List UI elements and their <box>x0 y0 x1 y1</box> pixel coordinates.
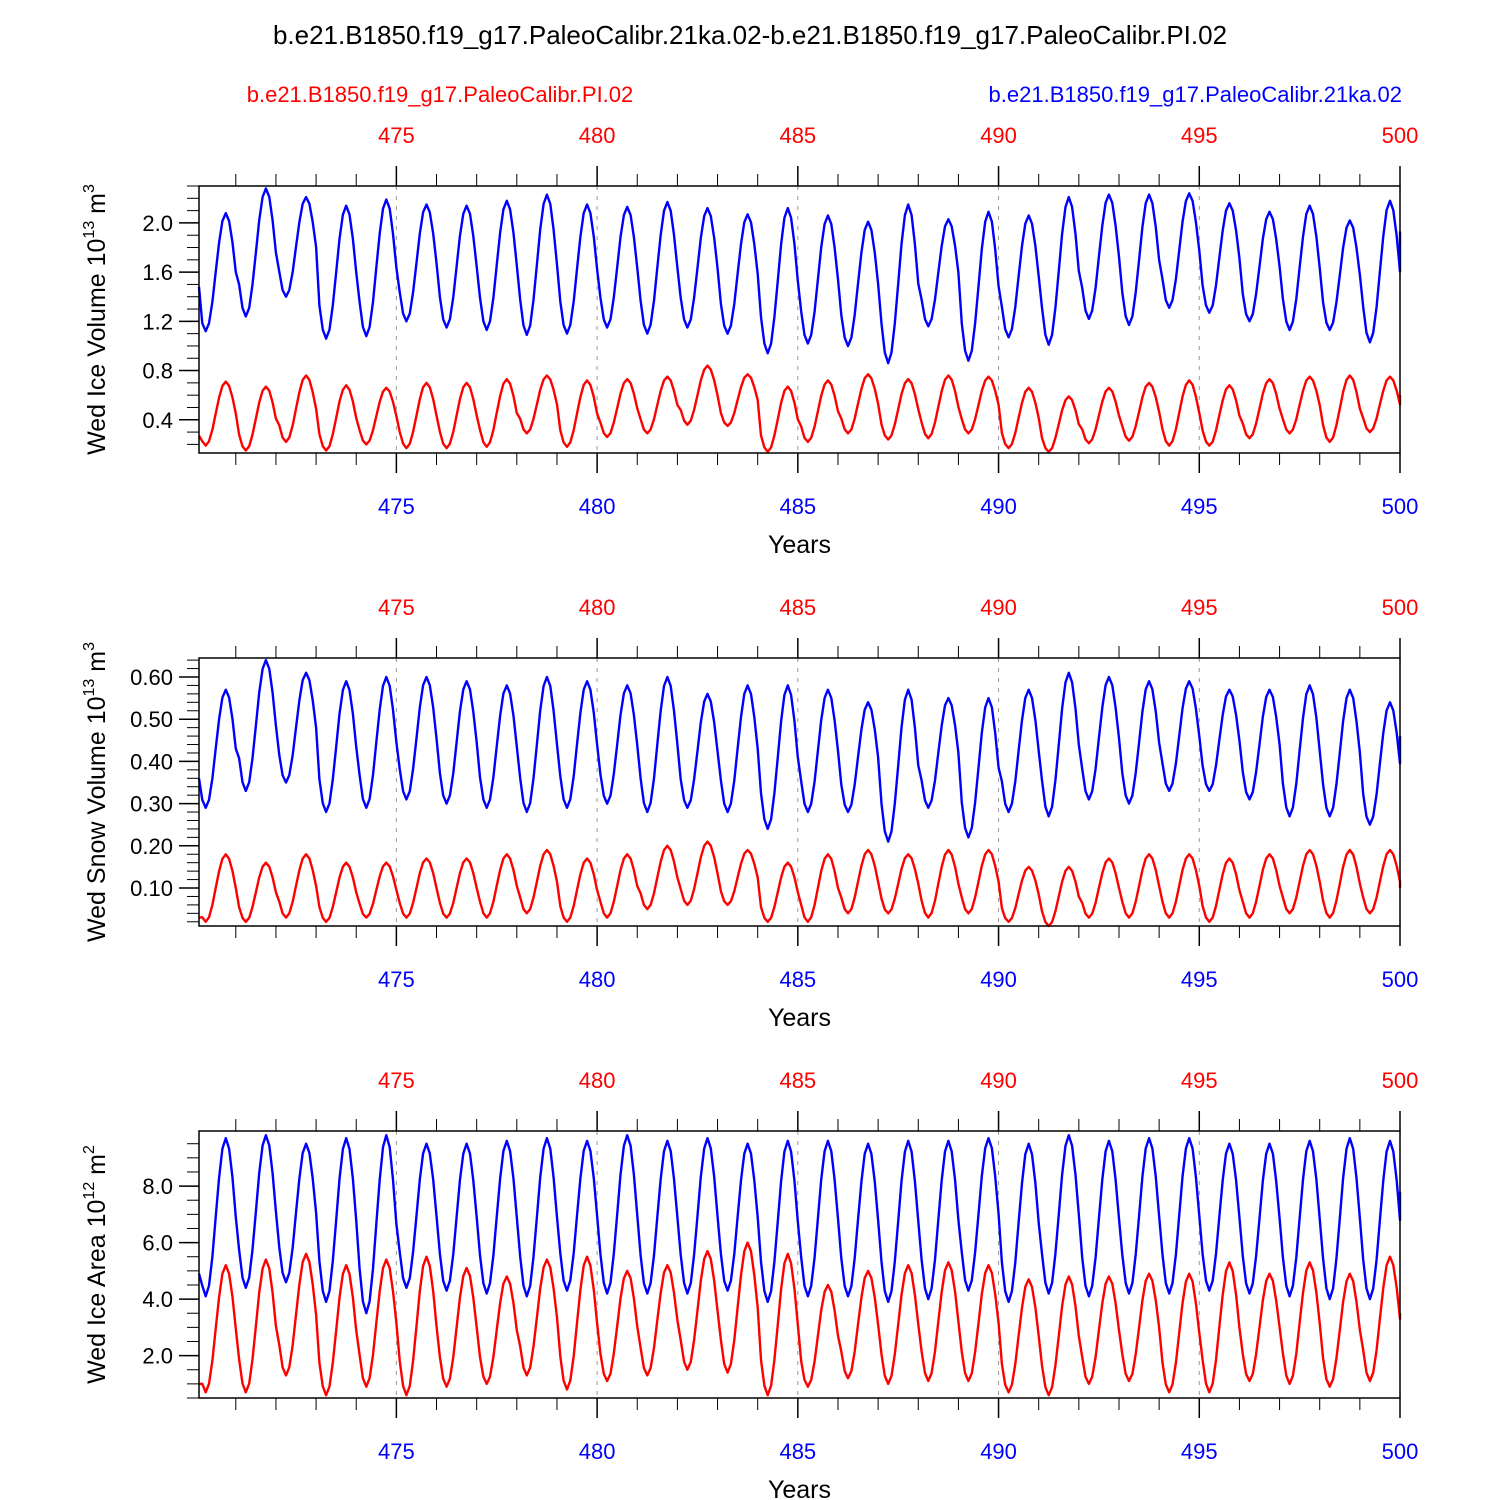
plot-frame <box>198 657 1401 927</box>
panel-ice-volume: 0.4 0.8 1.2 1.6 2.0 475 475 480 480 485 485 490 490 4… <box>81 123 1418 559</box>
x-tick-label-top: 485 <box>779 595 816 620</box>
x-tick-label-top: 480 <box>579 123 616 148</box>
series-line <box>197 187 1402 365</box>
x-tick-label-top: 475 <box>378 1068 415 1093</box>
x-tick-label-top: 480 <box>579 1068 616 1093</box>
y-axis-label-part: 13 <box>81 221 98 239</box>
series-line <box>197 364 1402 453</box>
y-axis-label-part: 2 <box>81 1145 98 1154</box>
chart-title: b.e21.B1850.f19_g17.PaleoCalibr.21ka.02-… <box>273 20 1227 50</box>
y-axis-label-part: Wed Ice Area 10 <box>83 1200 111 1384</box>
x-tick-label-bottom: 490 <box>980 494 1017 519</box>
y-axis-label-part: 12 <box>81 1182 98 1200</box>
legend-pi-label: b.e21.B1850.f19_g17.PaleoCalibr.PI.02 <box>247 82 634 107</box>
series-line <box>198 1241 1402 1397</box>
y-tick-label: 1.2 <box>142 309 173 334</box>
y-tick-label: 2.0 <box>142 211 173 236</box>
y-axis-label-part: Wed Snow Volume 10 <box>83 696 111 942</box>
x-tick-label-top: 480 <box>579 595 616 620</box>
series-line <box>198 840 1402 928</box>
panel-snow-volume: 0.10 0.20 0.30 0.40 0.50 0.60 475 475 480 480 485 4… <box>81 595 1418 1032</box>
x-tick-label-bottom: 475 <box>378 1439 415 1464</box>
x-tick-label-bottom: 485 <box>779 494 816 519</box>
x-tick-label-bottom: 475 <box>378 494 415 519</box>
y-axis-label-part: 3 <box>81 184 98 193</box>
y-tick-label: 0.30 <box>130 792 173 817</box>
x-tick-label-top: 490 <box>980 595 1017 620</box>
y-tick-label: 4.0 <box>142 1287 173 1312</box>
x-tick-label-bottom: 480 <box>579 494 616 519</box>
y-tick-label: 0.10 <box>130 876 173 901</box>
x-tick-label-bottom: 500 <box>1382 967 1419 992</box>
y-axis-label: Wed Ice Area 1012 m2 <box>81 1145 111 1384</box>
x-tick-label-top: 490 <box>980 123 1017 148</box>
x-tick-label-top: 485 <box>779 1068 816 1093</box>
panel-ice-area: 2.0 4.0 6.0 8.0 475 475 480 480 485 485 490 490 495 4… <box>81 1068 1418 1500</box>
x-tick-label-top: 500 <box>1382 123 1419 148</box>
x-tick-label-top: 485 <box>779 123 816 148</box>
legend-21ka-label: b.e21.B1850.f19_g17.PaleoCalibr.21ka.02 <box>989 82 1402 107</box>
y-axis-label-part: m <box>83 193 111 221</box>
x-tick-label-bottom: 490 <box>980 967 1017 992</box>
x-axis-label: Years <box>768 1476 831 1500</box>
x-tick-label-top: 495 <box>1181 123 1218 148</box>
y-axis-label-part: Wed Ice Volume 10 <box>83 239 111 455</box>
x-axis-label: Years <box>768 531 831 559</box>
x-tick-label-bottom: 485 <box>779 967 816 992</box>
x-tick-label-top: 500 <box>1382 1068 1419 1093</box>
x-tick-label-bottom: 495 <box>1181 967 1218 992</box>
y-tick-label: 0.8 <box>142 359 173 384</box>
y-tick-label: 0.40 <box>130 749 173 774</box>
series-line <box>197 1133 1402 1315</box>
x-tick-label-top: 500 <box>1382 595 1419 620</box>
y-axis-label-part: m <box>83 1154 111 1182</box>
x-tick-label-bottom: 500 <box>1382 1439 1419 1464</box>
y-axis-label-part: 13 <box>81 679 98 697</box>
x-tick-label-bottom: 500 <box>1382 494 1419 519</box>
y-axis-label: Wed Ice Volume 1013 m3 <box>81 184 111 455</box>
x-tick-label-bottom: 490 <box>980 1439 1017 1464</box>
x-tick-label-bottom: 495 <box>1181 494 1218 519</box>
y-tick-label: 0.4 <box>142 408 173 433</box>
x-tick-label-bottom: 485 <box>779 1439 816 1464</box>
series-line <box>197 658 1402 843</box>
x-tick-label-bottom: 480 <box>579 967 616 992</box>
y-tick-label: 1.6 <box>142 260 173 285</box>
x-tick-label-top: 495 <box>1181 595 1218 620</box>
x-tick-label-bottom: 480 <box>579 1439 616 1464</box>
y-tick-label: 0.60 <box>130 665 173 690</box>
x-tick-label-top: 490 <box>980 1068 1017 1093</box>
y-axis-label: Wed Snow Volume 1013 m3 <box>81 642 111 942</box>
x-tick-label-top: 495 <box>1181 1068 1218 1093</box>
x-tick-label-top: 475 <box>378 123 415 148</box>
y-axis-label-part: 3 <box>81 642 98 651</box>
y-tick-label: 6.0 <box>142 1231 173 1256</box>
x-tick-label-bottom: 495 <box>1181 1439 1218 1464</box>
plot-frame <box>198 185 1401 454</box>
plot-frame <box>198 1130 1401 1399</box>
x-tick-label-top: 475 <box>378 595 415 620</box>
y-tick-label: 0.50 <box>130 707 173 732</box>
x-tick-label-bottom: 475 <box>378 967 415 992</box>
y-tick-label: 8.0 <box>142 1174 173 1199</box>
x-axis-label: Years <box>768 1004 831 1032</box>
y-axis-label-part: m <box>83 651 111 679</box>
y-tick-label: 0.20 <box>130 834 173 859</box>
y-tick-label: 2.0 <box>142 1344 173 1369</box>
